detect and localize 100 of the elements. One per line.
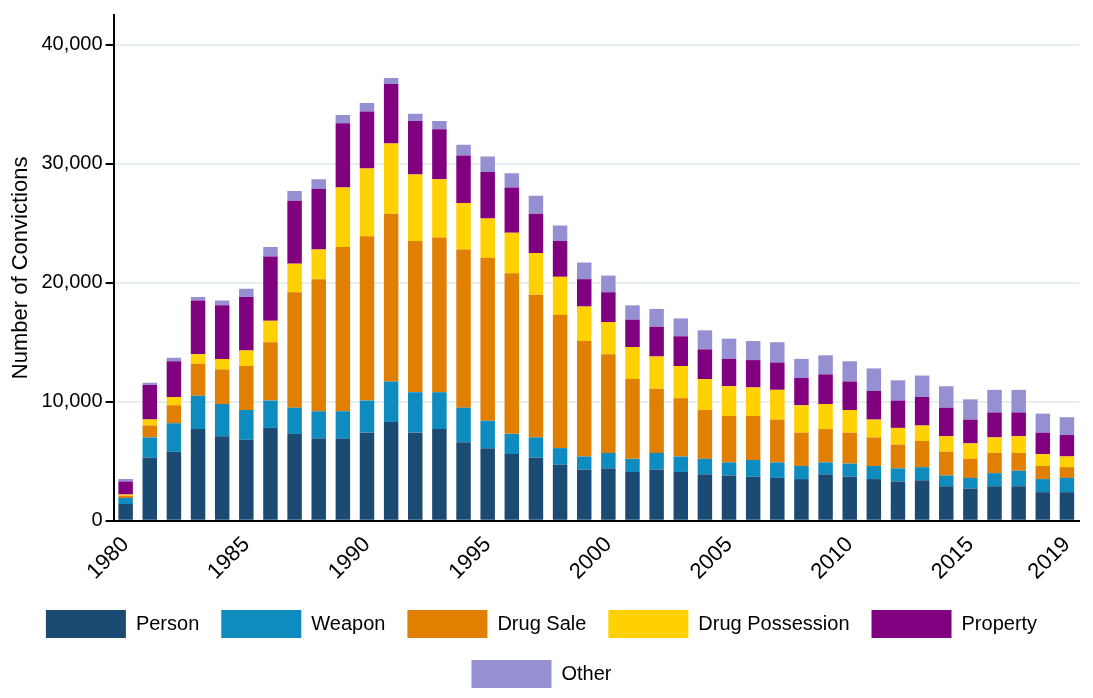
bar [456, 442, 471, 520]
bar [745, 360, 761, 388]
bar [239, 297, 254, 351]
bar [239, 410, 254, 440]
bar [745, 476, 761, 520]
bar [142, 419, 158, 426]
bar [504, 232, 520, 274]
y-tick-label: 10,000 [41, 389, 103, 412]
bar [408, 432, 423, 520]
bar [770, 462, 785, 478]
bar [190, 297, 206, 301]
bar [311, 249, 326, 280]
bar [263, 427, 278, 520]
legend-label: Other [561, 661, 612, 684]
bar [576, 341, 592, 457]
bar [1059, 456, 1075, 468]
bar [1059, 467, 1075, 478]
bar [987, 389, 1002, 413]
bar [818, 462, 833, 475]
bar [504, 173, 520, 188]
bar [432, 120, 447, 130]
bar [649, 469, 664, 520]
bar [673, 456, 688, 472]
bar [239, 366, 254, 411]
bar [576, 456, 592, 470]
bar [818, 404, 833, 430]
bar [576, 262, 592, 280]
bar [794, 432, 809, 466]
bar [914, 467, 930, 481]
bar [287, 200, 302, 264]
bar [1011, 470, 1026, 487]
bar [456, 407, 471, 443]
bar [408, 174, 423, 242]
bar [1011, 436, 1026, 453]
bar [383, 421, 399, 520]
bar [239, 288, 254, 298]
bar [432, 179, 447, 238]
bar [504, 273, 520, 434]
bar [1011, 486, 1026, 520]
bar [794, 465, 809, 480]
bar [866, 368, 882, 392]
bar [480, 448, 495, 520]
bar [214, 369, 230, 405]
legend-label: Drug Possession [698, 611, 850, 634]
bar [359, 168, 375, 237]
bar [601, 354, 616, 453]
bar [721, 462, 737, 476]
bar [528, 195, 544, 214]
bar [963, 399, 978, 420]
bar [214, 305, 230, 359]
bar [673, 366, 688, 399]
bar [625, 471, 640, 520]
bar [890, 444, 906, 469]
bar [552, 225, 568, 242]
bar [408, 241, 423, 393]
bar [649, 326, 664, 357]
bar [118, 504, 133, 520]
bar [552, 448, 568, 465]
bar [939, 451, 954, 476]
bar [480, 156, 495, 173]
bar [335, 114, 351, 124]
y-tick-label: 30,000 [41, 151, 103, 174]
bar [142, 425, 158, 438]
bar [914, 375, 930, 397]
bar [432, 392, 447, 430]
bar [335, 247, 351, 412]
bar [432, 429, 447, 520]
bar [866, 419, 882, 438]
bar [504, 454, 520, 520]
bar [456, 203, 471, 250]
bar [649, 388, 664, 453]
bar [963, 458, 978, 478]
y-tick-label: 20,000 [41, 270, 103, 293]
bar [1011, 452, 1026, 471]
bar [673, 336, 688, 367]
bar [625, 458, 640, 472]
bar [480, 172, 495, 219]
bar [770, 419, 785, 463]
bar [480, 420, 495, 449]
bar [504, 433, 520, 455]
bar [335, 123, 351, 188]
bar [263, 342, 278, 401]
bar [166, 405, 182, 424]
bar [914, 441, 930, 468]
bar [383, 213, 399, 382]
bar [528, 437, 544, 458]
bar [890, 427, 906, 445]
bar [745, 387, 761, 417]
bar [697, 474, 713, 520]
bar [794, 377, 809, 406]
bar [456, 249, 471, 408]
y-tick-label: 0 [91, 508, 103, 531]
bar [625, 346, 640, 380]
bar [963, 443, 978, 459]
bar [842, 381, 857, 411]
bar [601, 275, 616, 293]
bar [866, 437, 882, 466]
bar [432, 237, 447, 393]
bar [1035, 492, 1051, 520]
bar [576, 306, 592, 342]
